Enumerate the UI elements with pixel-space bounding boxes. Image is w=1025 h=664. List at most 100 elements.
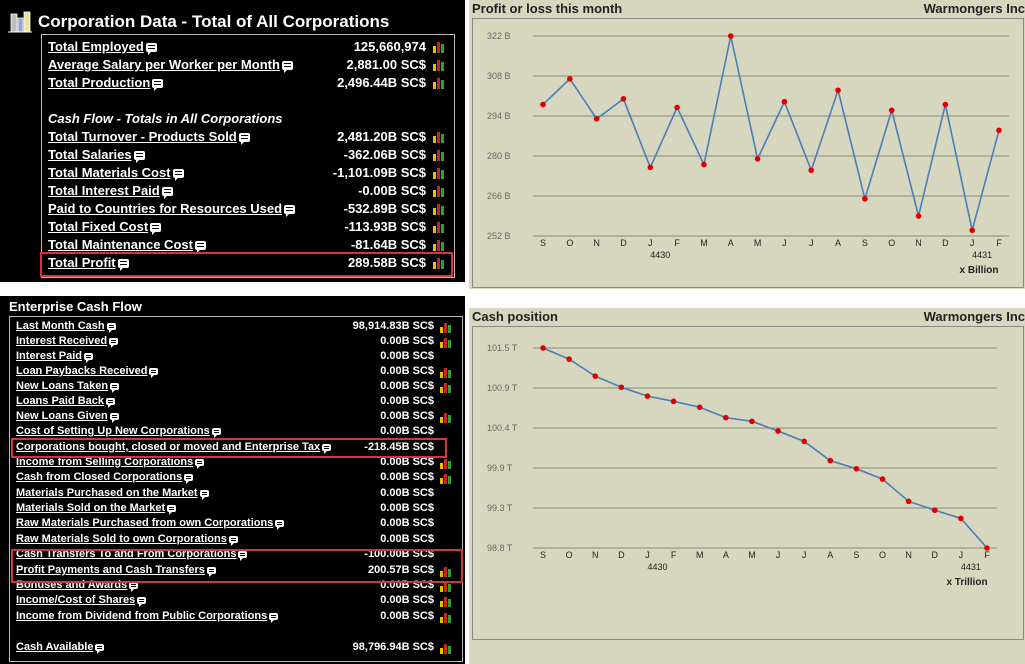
row-label[interactable]: Profit Payments and Cash Transfers <box>16 564 216 577</box>
row-label[interactable]: Cash from Closed Corporations <box>16 471 194 484</box>
row-label[interactable]: Cash Available <box>16 641 105 654</box>
comment-icon[interactable] <box>199 489 209 500</box>
bar-chart-icon[interactable] <box>433 258 444 269</box>
bar-chart-icon[interactable] <box>433 78 444 89</box>
row-label[interactable]: Interest Paid <box>16 350 94 363</box>
row-income-selling-corporations[interactable]: Income from Selling Corporations 0.00B SC… <box>16 456 456 470</box>
bar-chart-icon[interactable] <box>440 566 451 577</box>
bar-chart-icon[interactable] <box>440 337 451 348</box>
row-label[interactable]: Bonuses and Awards <box>16 579 139 592</box>
comment-icon[interactable] <box>281 61 293 74</box>
row-label[interactable]: Average Salary per Worker per Month <box>48 57 293 74</box>
bar-chart-icon[interactable] <box>440 473 451 484</box>
comment-icon[interactable] <box>238 550 248 561</box>
row-total-materials-cost[interactable]: Total Materials Cost -1,101.09B SC$ <box>48 165 448 183</box>
comment-icon[interactable] <box>194 241 206 254</box>
comment-icon[interactable] <box>206 566 216 577</box>
row-total-production[interactable]: Total Production 2,496.44B SC$ <box>48 75 448 93</box>
row-label[interactable]: Total Production <box>48 75 164 92</box>
comment-icon[interactable] <box>145 43 157 56</box>
row-label[interactable]: Total Fixed Cost <box>48 219 162 236</box>
row-label[interactable]: Income from Selling Corporations <box>16 456 205 469</box>
row-label[interactable]: Interest Received <box>16 335 119 348</box>
row-income-cost-shares[interactable]: Income/Cost of Shares 0.00B SC$ <box>16 594 456 608</box>
comment-icon[interactable] <box>322 443 332 454</box>
row-corporations-bought-closed-moved[interactable]: Corporations bought, closed or moved and… <box>16 441 456 455</box>
row-cash-transfers-corporations[interactable]: Cash Transfers To and From Corporations -… <box>16 548 456 562</box>
comment-icon[interactable] <box>211 427 221 438</box>
row-raw-materials-sold-own[interactable]: Raw Materials Sold to own Corporations 0.… <box>16 533 456 547</box>
row-label[interactable]: Loan Paybacks Received <box>16 365 159 378</box>
row-label[interactable]: Raw Materials Sold to own Corporations <box>16 533 238 546</box>
row-label[interactable]: Paid to Countries for Resources Used <box>48 201 296 218</box>
row-label[interactable]: Materials Sold on the Market <box>16 502 177 515</box>
bar-chart-icon[interactable] <box>433 204 444 215</box>
row-new-loans-taken[interactable]: New Loans Taken 0.00B SC$ <box>16 380 456 394</box>
comment-icon[interactable] <box>150 223 162 236</box>
row-total-turnover[interactable]: Total Turnover - Products Sold 2,481.20B… <box>48 129 448 147</box>
comment-icon[interactable] <box>84 352 94 363</box>
comment-icon[interactable] <box>161 187 173 200</box>
row-label[interactable]: Total Materials Cost <box>48 165 184 182</box>
row-raw-materials-purchased-own[interactable]: Raw Materials Purchased from own Corpora… <box>16 517 456 531</box>
comment-icon[interactable] <box>109 337 119 348</box>
row-label[interactable]: Total Profit <box>48 255 129 272</box>
row-last-month-cash[interactable]: Last Month Cash 98,914.83B SC$ <box>16 320 456 334</box>
row-label[interactable]: Total Maintenance Cost <box>48 237 206 254</box>
bar-chart-icon[interactable] <box>433 150 444 161</box>
bar-chart-icon[interactable] <box>433 168 444 179</box>
row-label[interactable]: Total Turnover - Products Sold <box>48 129 250 146</box>
bar-chart-icon[interactable] <box>440 612 451 623</box>
comment-icon[interactable] <box>269 612 279 623</box>
comment-icon[interactable] <box>110 382 120 393</box>
row-cash-closed-corporations[interactable]: Cash from Closed Corporations 0.00B SC$ <box>16 471 456 485</box>
row-average-salary[interactable]: Average Salary per Worker per Month 2,88… <box>48 57 448 75</box>
row-cash-available[interactable]: Cash Available 98,796.94B SC$ <box>16 641 456 655</box>
bar-chart-icon[interactable] <box>433 60 444 71</box>
bar-chart-icon[interactable] <box>433 132 444 143</box>
row-interest-paid[interactable]: Interest Paid 0.00B SC$ <box>16 350 456 364</box>
comment-icon[interactable] <box>106 322 116 333</box>
bar-chart-icon[interactable] <box>433 42 444 53</box>
row-label[interactable]: Total Interest Paid <box>48 183 173 200</box>
bar-chart-icon[interactable] <box>440 458 451 469</box>
row-total-profit[interactable]: Total Profit 289.58B SC$ <box>48 255 448 273</box>
row-total-maintenance-cost[interactable]: Total Maintenance Cost -81.64B SC$ <box>48 237 448 255</box>
comment-icon[interactable] <box>137 596 147 607</box>
row-label[interactable]: Total Salaries <box>48 147 145 164</box>
row-new-loans-given[interactable]: New Loans Given 0.00B SC$ <box>16 410 456 424</box>
row-label[interactable]: Income from Dividend from Public Corpora… <box>16 610 279 623</box>
row-label[interactable]: Cash Transfers To and From Corporations <box>16 548 248 561</box>
row-label[interactable]: Raw Materials Purchased from own Corpora… <box>16 517 285 530</box>
row-label[interactable]: New Loans Given <box>16 410 119 423</box>
row-label[interactable]: Loans Paid Back <box>16 395 116 408</box>
row-label[interactable]: Last Month Cash <box>16 320 116 333</box>
comment-icon[interactable] <box>238 133 250 146</box>
comment-icon[interactable] <box>149 367 159 378</box>
row-materials-sold-market[interactable]: Materials Sold on the Market 0.00B SC$ <box>16 502 456 516</box>
bar-chart-icon[interactable] <box>440 382 451 393</box>
bar-chart-icon[interactable] <box>440 643 451 654</box>
row-total-fixed-cost[interactable]: Total Fixed Cost -113.93B SC$ <box>48 219 448 237</box>
bar-chart-icon[interactable] <box>440 322 451 333</box>
comment-icon[interactable] <box>109 412 119 423</box>
row-label[interactable]: Materials Purchased on the Market <box>16 487 209 500</box>
comment-icon[interactable] <box>117 259 129 272</box>
row-label[interactable]: Corporations bought, closed or moved and… <box>16 441 332 454</box>
comment-icon[interactable] <box>275 519 285 530</box>
row-paid-to-countries[interactable]: Paid to Countries for Resources Used -53… <box>48 201 448 219</box>
row-total-interest-paid[interactable]: Total Interest Paid -0.00B SC$ <box>48 183 448 201</box>
row-interest-received[interactable]: Interest Received 0.00B SC$ <box>16 335 456 349</box>
row-cost-setting-up-corporations[interactable]: Cost of Setting Up New Corporations 0.00B… <box>16 425 456 439</box>
comment-icon[interactable] <box>228 535 238 546</box>
row-total-employed[interactable]: Total Employed 125,660,974 <box>48 39 448 57</box>
comment-icon[interactable] <box>195 458 205 469</box>
row-label[interactable]: Income/Cost of Shares <box>16 594 147 607</box>
row-materials-purchased-market[interactable]: Materials Purchased on the Market 0.00B S… <box>16 487 456 501</box>
comment-icon[interactable] <box>172 169 184 182</box>
row-label[interactable]: Cost of Setting Up New Corporations <box>16 425 221 438</box>
comment-icon[interactable] <box>106 397 116 408</box>
bar-chart-icon[interactable] <box>440 581 451 592</box>
row-loans-paid-back[interactable]: Loans Paid Back 0.00B SC$ <box>16 395 456 409</box>
comment-icon[interactable] <box>284 205 296 218</box>
